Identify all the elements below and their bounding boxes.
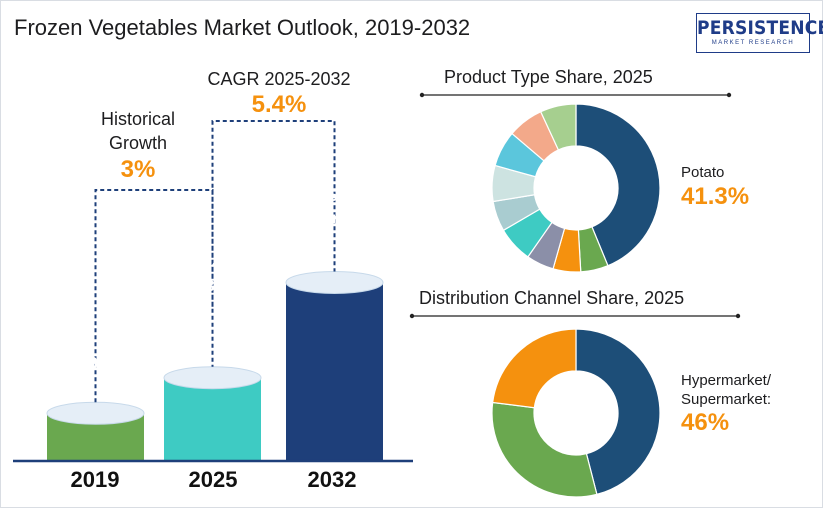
hypermarket-callout-line1: Hypermarket/ [681,372,772,389]
distribution-channel-slice-2 [491,328,577,409]
product-type-title: Product Type Share, 2025 [444,67,653,87]
historical-growth-connector [94,189,214,403]
bar-label-2019-unit: Bn [86,355,108,372]
bar-top-2025 [163,366,262,390]
persistence-logo: PERSISTENCE MARKET RESEARCH [696,13,823,53]
distribution-rule-dot-right [735,313,741,319]
bar-label-2032-unit: Bn [320,210,342,227]
distribution-channel-slice-0 [575,328,661,496]
historical-growth-line2: Growth [108,133,168,153]
distribution-channel-title: Distribution Channel Share, 2025 [419,288,685,308]
bar-2032 [286,282,383,460]
historical-growth-label: Historical Growth [83,107,193,155]
hypermarket-callout-value: 46% [681,409,730,436]
cagr-value: 5.4% [251,91,307,118]
bar-top-2032 [285,270,384,294]
page-title: Frozen Vegetables Market Outlook, 2019-2… [14,15,471,40]
bar-label-2032: US$ 59.32 Bn [281,186,381,230]
hypermarket-callout-line2: Supermarket: [681,391,772,408]
product-type-rule-dot-left [419,92,425,98]
bar-2025 [164,377,261,460]
bar-label-2019: US$ 34.4 Bn [47,331,147,375]
x-tick-2032: 2032 [307,467,357,492]
bar-label-2019-value: US$ 34.4 [63,333,131,350]
bar-label-2025-unit: Bn [203,278,225,295]
x-tick-2019: 2019 [70,467,120,492]
distribution-rule-dot-left [409,313,415,319]
hypermarket-callout-label: Hypermarket/ Supermarket: [681,371,771,409]
product-type-slice-9 [539,103,577,151]
bar-label-2025: US$ 41.17 Bn [164,254,264,298]
distribution-channel-slice-1 [491,401,598,498]
potato-callout-label: Potato [681,164,725,181]
x-tick-2025: 2025 [188,467,238,492]
bar-top-2019 [46,401,145,425]
cagr-connector [211,120,336,307]
cagr-label: CAGR 2025-2032 [207,69,351,89]
logo-brand: PERSISTENCE [697,17,823,39]
bar-label-2025-value: US$ 41.17 [176,256,252,273]
historical-growth-value: 3% [120,156,156,183]
logo-tagline: MARKET RESEARCH [711,40,795,46]
product-type-slice-0 [575,103,661,267]
historical-growth-line1: Historical [100,109,175,129]
product-type-rule-dot-right [726,92,732,98]
potato-callout-value: 41.3% [681,183,750,210]
bar-label-2032-value: US$ 59.32 [293,188,369,205]
